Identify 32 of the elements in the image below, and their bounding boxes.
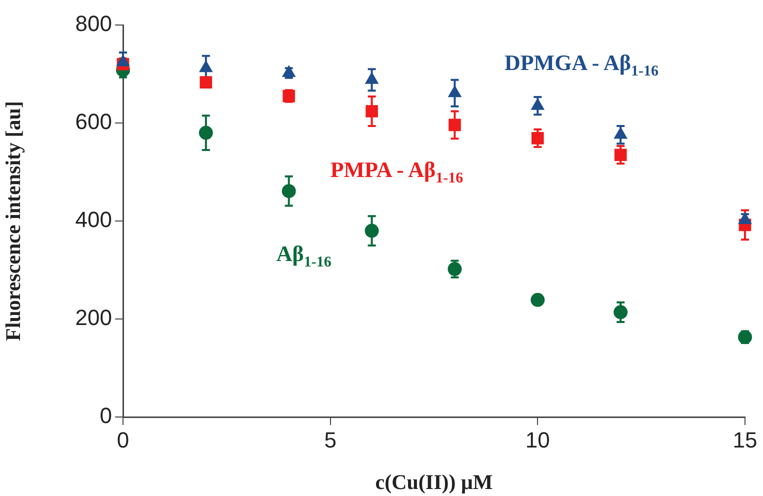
point [116,54,130,66]
point [199,60,212,72]
point [282,184,296,198]
point [448,262,462,276]
y-tick-label: 800 [75,11,112,36]
series-label: Aβ$_{1-16}$ [276,240,332,271]
x-tick-label: 0 [116,427,130,452]
x-tick-label: 5 [324,427,336,452]
point [530,292,545,307]
y-axis-title: Fluorescence intensity [au] [1,101,26,341]
x-axis-title: c(Cu(II)) μM [375,470,493,494]
y-tick-label: 400 [75,207,112,232]
point [448,86,462,98]
point [532,132,544,144]
point [200,76,212,88]
point [531,98,544,110]
series-label: PMPA - Aβ$_{1-16}$ [330,157,464,188]
point [448,118,461,132]
point [614,127,628,139]
y-tick-label: 200 [75,305,112,330]
point [364,224,379,238]
y-tick-label: 600 [75,109,112,134]
point [198,126,213,140]
point [366,105,378,118]
x-tick-label: 15 [732,427,758,452]
point [738,212,752,224]
point [614,148,627,162]
y-tick-label: 0 [100,403,112,428]
series-label: DPMGA - Aβ$_{1-16}$ [504,50,658,80]
x-tick-label: 10 [525,427,550,452]
point [365,72,378,84]
point [614,305,628,320]
